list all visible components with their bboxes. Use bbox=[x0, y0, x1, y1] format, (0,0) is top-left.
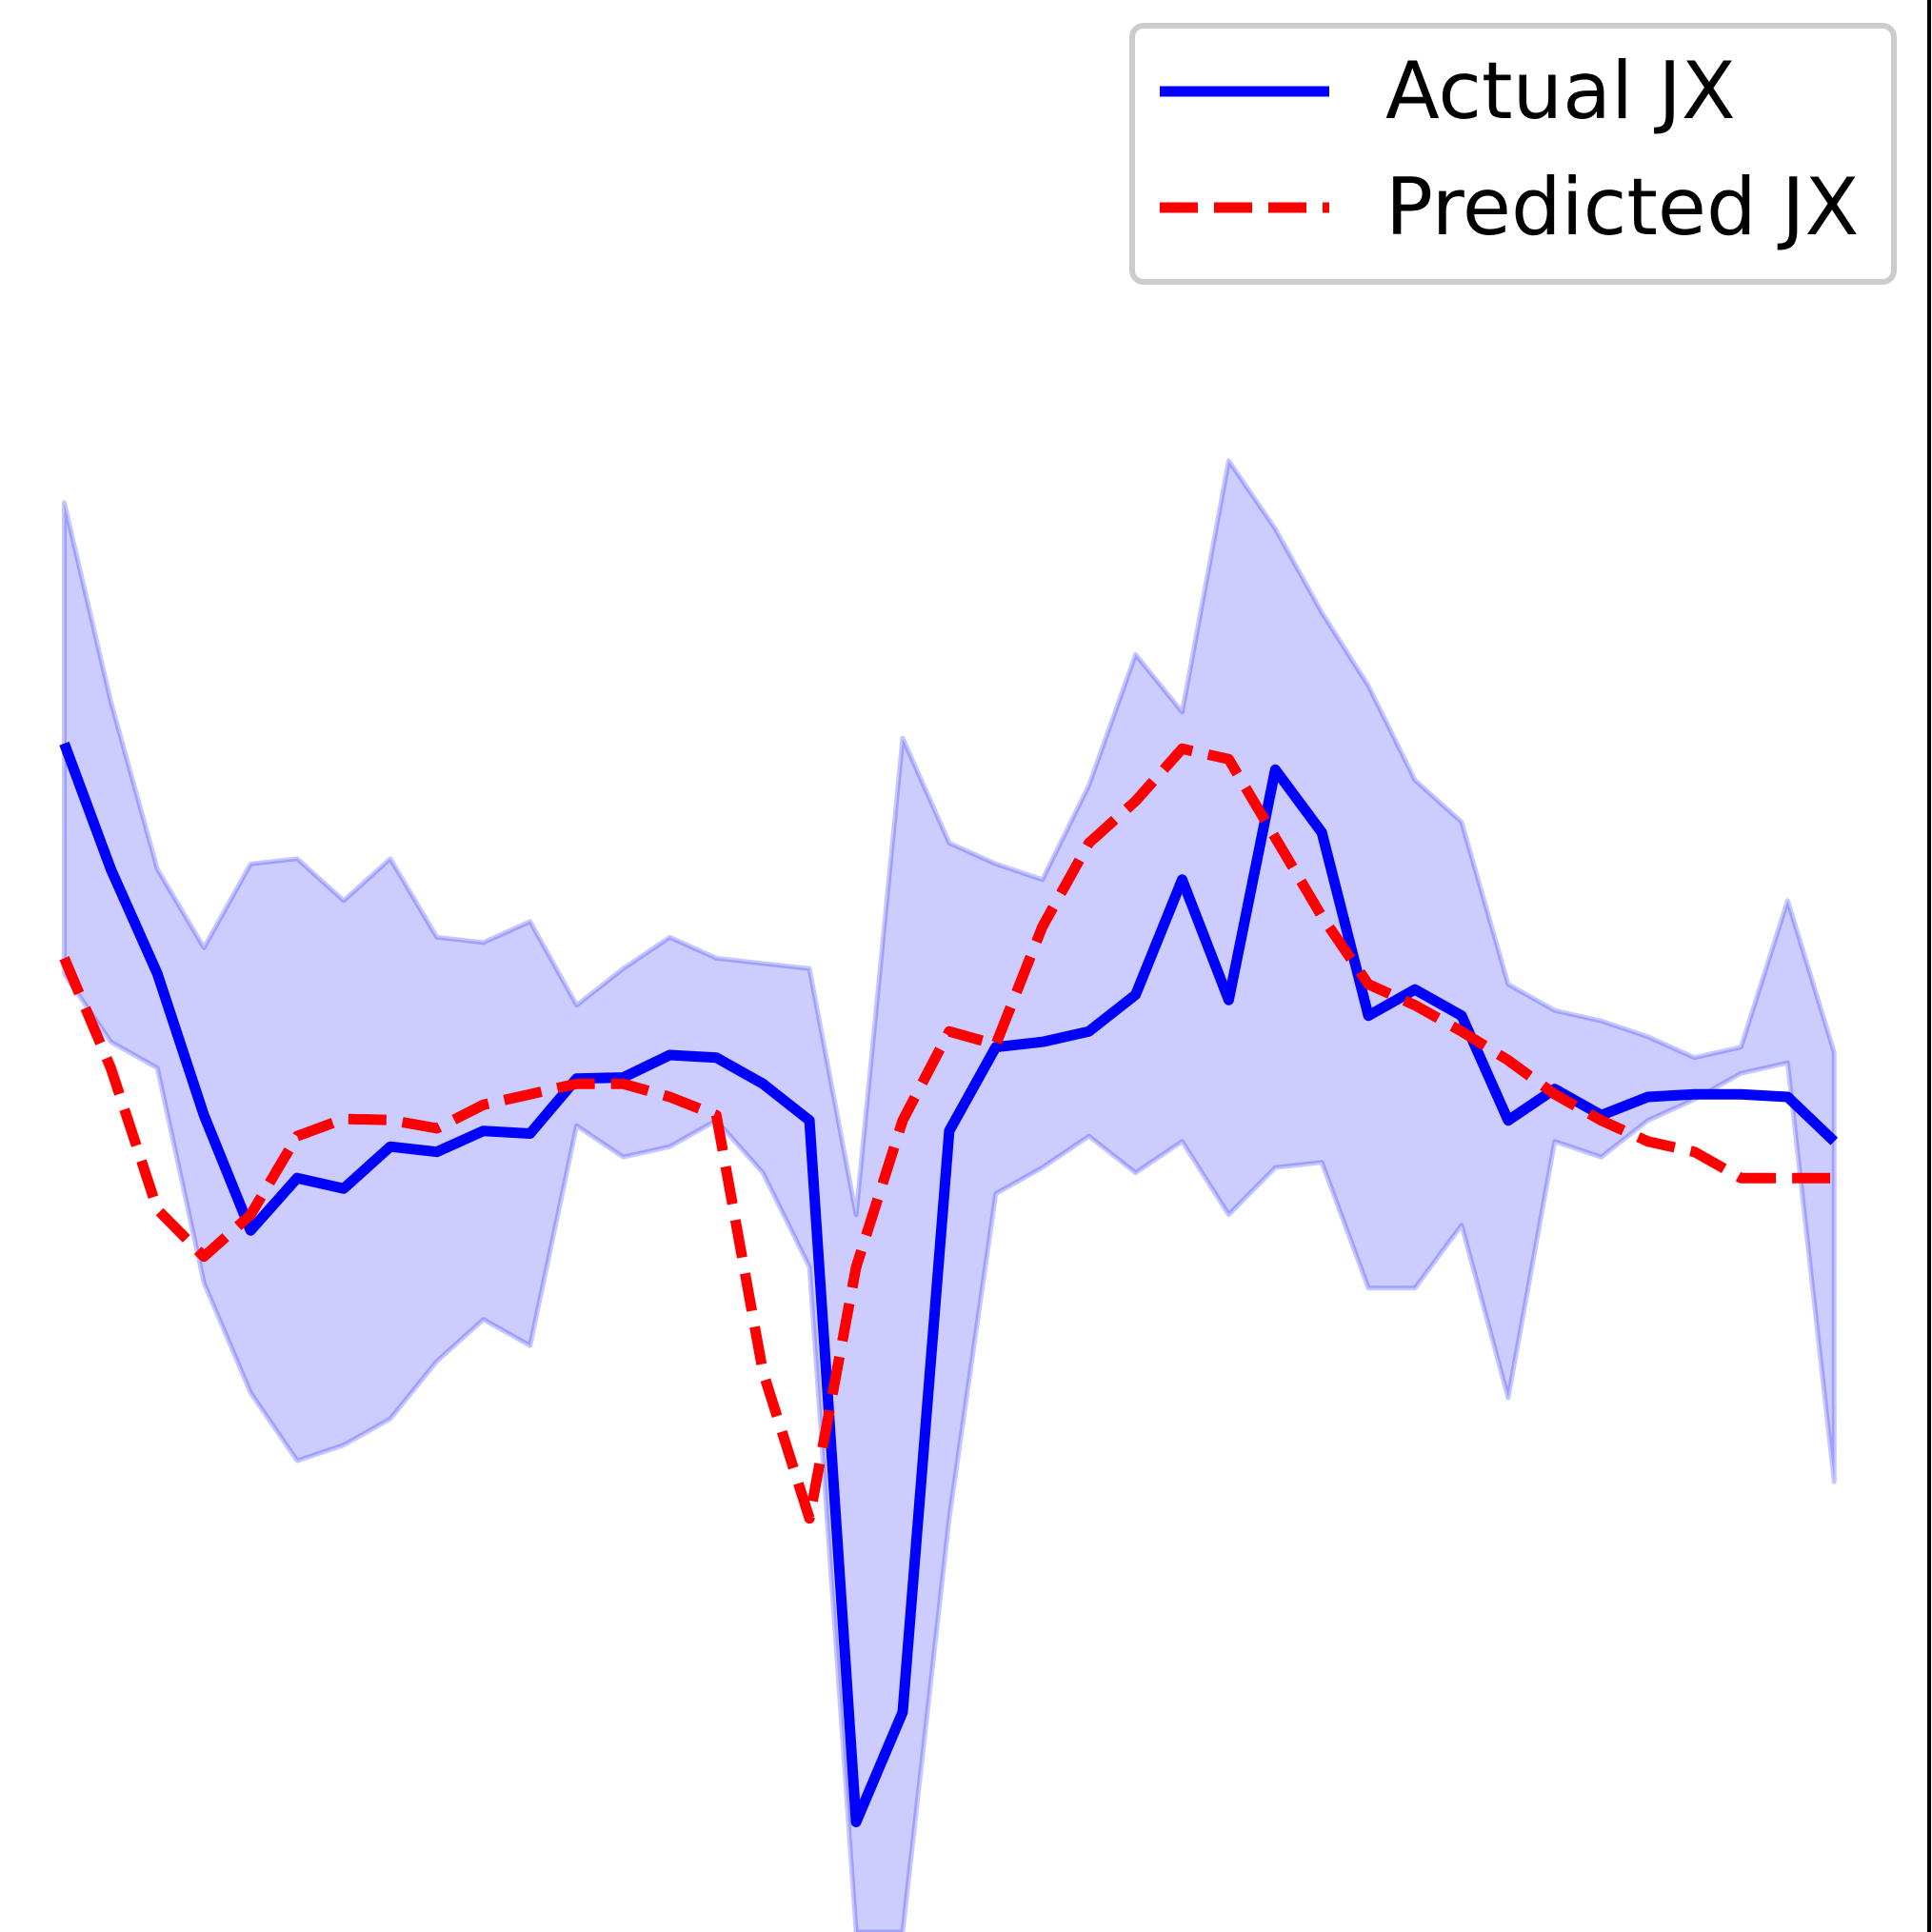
series-line-predicted-jx bbox=[59, 743, 1835, 1524]
plot-area bbox=[59, 458, 1839, 1932]
legend-label-actual-jx: Actual JX bbox=[1385, 45, 1736, 137]
series-line-actual-jx bbox=[59, 741, 1839, 1827]
legend: Actual JX Predicted JX bbox=[1129, 23, 1897, 285]
legend-label-predicted-jx: Predicted JX bbox=[1385, 161, 1859, 253]
